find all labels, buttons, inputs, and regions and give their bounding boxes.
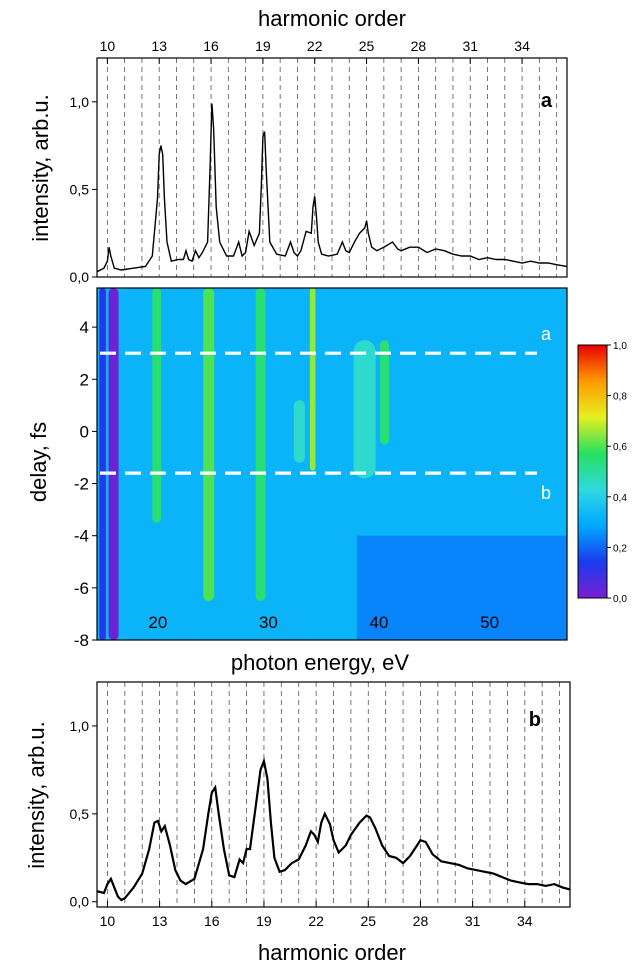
heatmap-stripe — [380, 340, 389, 445]
x-tick-label: 13 — [151, 38, 167, 54]
panel-a-letter: a — [541, 90, 553, 112]
heatmap-stripe — [152, 288, 162, 523]
panel-a-x-ticks: 10 13 16 19 22 25 28 31 34 — [100, 38, 530, 64]
y-tick-label: 0,0 — [70, 269, 90, 285]
x-tick-label: 31 — [465, 913, 481, 929]
heatmap-x-tick-label: 40 — [370, 613, 389, 632]
reference-line-b-label: b — [541, 483, 551, 503]
heatmap-stripes — [99, 288, 567, 640]
x-tick-label: 25 — [360, 913, 376, 929]
panel-a-y-axis-title: intensity, arb.u. — [28, 94, 53, 242]
panel-b-x-axis-title: harmonic order — [258, 940, 406, 965]
x-tick-label: 10 — [100, 913, 116, 929]
heatmap-stripe — [255, 288, 266, 601]
colorbar-tick-label: 0,8 — [613, 392, 627, 403]
heatmap-x-tick-label: 30 — [259, 613, 278, 632]
heatmap-low-region — [356, 535, 567, 640]
heatmap-stripe — [203, 288, 215, 601]
colorbar-tick-label: 0,4 — [613, 493, 627, 504]
heatmap-x-tick-label: 50 — [480, 613, 499, 632]
x-tick-label: 22 — [308, 913, 324, 929]
panel-b-letter: b — [529, 709, 541, 731]
heatmap-y-tick-label: -8 — [74, 631, 89, 650]
heatmap-y-tick-label: -2 — [74, 475, 89, 494]
heatmap-y-axis-title: delay, fs — [26, 422, 51, 502]
panel-a-spectrum: harmonic order intensity, arb.u. 10 13 16 1… — [28, 6, 568, 285]
heatmap-x-tick-label: 20 — [148, 613, 167, 632]
x-tick-label: 25 — [359, 38, 375, 54]
heatmap-stripe — [353, 340, 376, 479]
x-tick-label: 19 — [256, 913, 272, 929]
panel-b-spectrum: intensity, arb.u. harmonic order 10 13 16 1… — [24, 681, 571, 965]
colorbar-bar — [577, 344, 608, 599]
x-tick-label: 10 — [100, 38, 116, 54]
heatmap-stripe — [293, 400, 305, 463]
heatmap-y-tick-label: 2 — [80, 370, 89, 389]
heatmap-frame — [96, 287, 568, 641]
x-tick-label: 22 — [307, 38, 323, 54]
colorbar-tick-label: 0,0 — [613, 594, 627, 605]
panel-a-y-ticks: 0,0 0,5 1,0 — [70, 94, 97, 285]
x-tick-label: 16 — [204, 913, 220, 929]
y-tick-label: 0,5 — [70, 181, 90, 197]
x-tick-label: 16 — [203, 38, 219, 54]
heatmap-x-tick-labels: 20 30 40 50 — [148, 613, 499, 632]
x-tick-label: 28 — [411, 38, 427, 54]
heatmap-y-tick-label: 0 — [80, 422, 89, 441]
panel-a-frame — [96, 57, 568, 278]
heatmap-x-axis-title: photon energy, eV — [231, 650, 409, 675]
x-tick-label: 34 — [517, 913, 533, 929]
heatmap-stripe — [309, 288, 316, 471]
x-tick-label: 13 — [152, 913, 168, 929]
y-tick-label: 0,5 — [70, 806, 90, 822]
panel-b-frame — [96, 681, 571, 908]
x-tick-label: 19 — [255, 38, 271, 54]
panel-b-series-line — [97, 757, 570, 902]
y-tick-label: 0,0 — [70, 894, 90, 910]
colorbar-tick-label: 0,6 — [613, 442, 627, 453]
x-tick-label: 34 — [514, 38, 530, 54]
panel-a-x-axis-title: harmonic order — [258, 6, 406, 31]
panel-b-x-ticks: 10 13 16 19 22 25 28 31 34 — [100, 901, 533, 929]
panel-a-harmonic-lines — [106, 58, 558, 277]
heatmap-y-tick-label: 4 — [80, 318, 89, 337]
heatmap-stripe — [99, 288, 106, 640]
y-tick-label: 1,0 — [70, 718, 90, 734]
x-tick-label: 31 — [462, 38, 478, 54]
colorbar-ticks: 0,0 0,2 0,4 0,6 0,8 1,0 — [607, 341, 627, 605]
heatmap-y-tick-label: -6 — [74, 579, 89, 598]
colorbar: 0,0 0,2 0,4 0,6 0,8 1,0 — [577, 341, 627, 605]
heatmap-stripe — [108, 288, 119, 640]
panel-b-y-axis-title: intensity, arb.u. — [24, 721, 49, 869]
colorbar-tick-label: 1,0 — [613, 341, 627, 352]
heatmap-y-tick-label: -4 — [74, 527, 89, 546]
panel-a-series-line — [97, 103, 567, 273]
x-tick-label: 28 — [413, 913, 429, 929]
panel-heatmap: 420-2-4-6-8 20 30 40 50 photon energy, eV d… — [26, 287, 627, 675]
reference-line-a-label: a — [541, 324, 552, 344]
colorbar-tick-label: 0,2 — [613, 543, 627, 554]
y-tick-label: 1,0 — [70, 94, 90, 110]
panel-b-y-ticks: 0,0 0,5 1,0 — [70, 718, 97, 910]
heatmap-y-ticks: 4 2 0 -2 -4 -6 -8 — [74, 318, 97, 650]
heatmap-reference-lines — [100, 351, 537, 475]
